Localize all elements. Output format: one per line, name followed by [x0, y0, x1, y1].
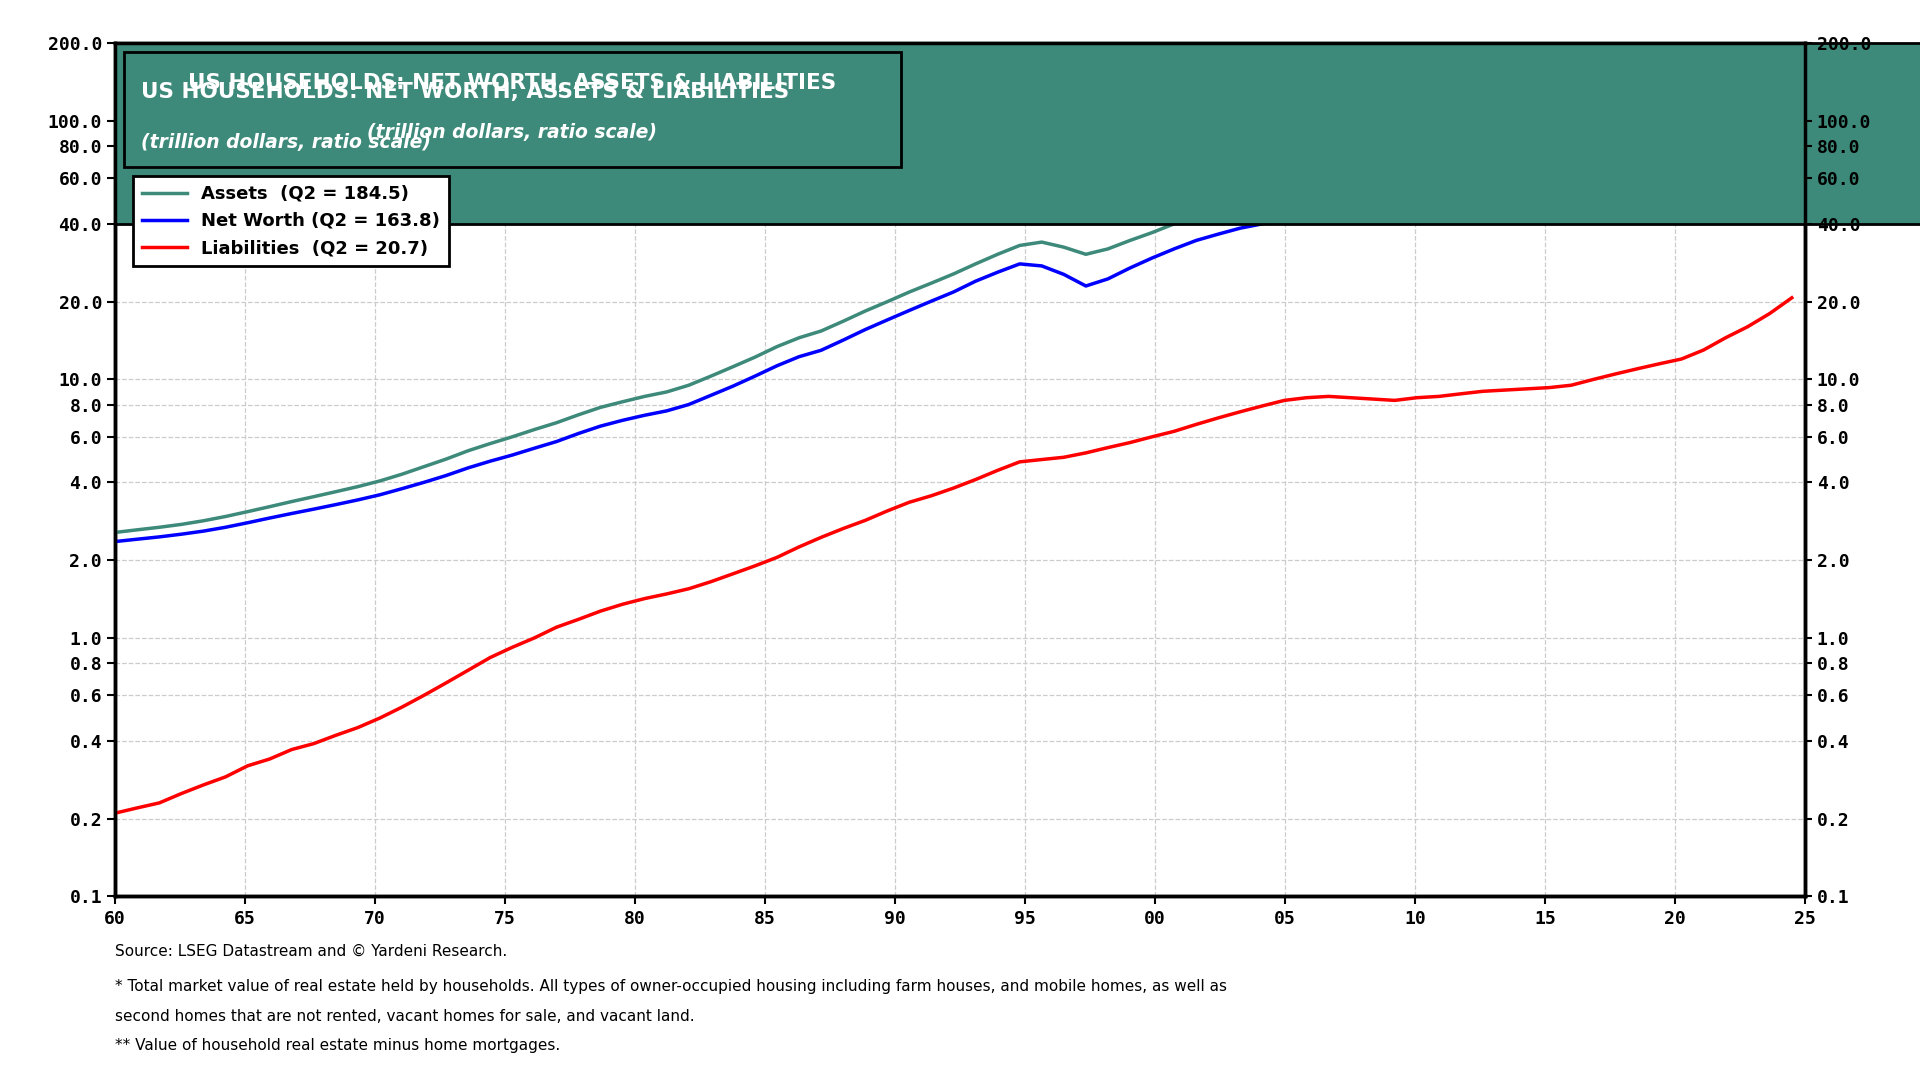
Liabilities  (Q2 = 20.7)	[434, 676, 457, 689]
Liabilities  (Q2 = 20.7)	[104, 807, 127, 820]
Assets  (Q2 = 184.5)	[434, 453, 457, 465]
Net Worth (Q2 = 163.8)	[655, 404, 678, 417]
Text: (trillion dollars, ratio scale): (trillion dollars, ratio scale)	[140, 133, 430, 152]
Line: Liabilities  (Q2 = 20.7): Liabilities (Q2 = 20.7)	[115, 298, 1791, 813]
Liabilities  (Q2 = 20.7)	[787, 540, 810, 553]
Net Worth (Q2 = 163.8)	[434, 469, 457, 482]
Text: US HOUSEHOLDS: NET WORTH, ASSETS & LIABILITIES: US HOUSEHOLDS: NET WORTH, ASSETS & LIABI…	[140, 82, 789, 102]
Liabilities  (Q2 = 20.7)	[1031, 454, 1054, 467]
Net Worth (Q2 = 163.8)	[678, 399, 701, 411]
Assets  (Q2 = 184.5)	[1780, 45, 1803, 58]
Bar	[115, 43, 1920, 224]
Liabilities  (Q2 = 20.7)	[655, 588, 678, 600]
Text: (trillion dollars, ratio scale): (trillion dollars, ratio scale)	[367, 122, 657, 141]
Assets  (Q2 = 184.5)	[655, 386, 678, 399]
Net Worth (Q2 = 163.8)	[787, 350, 810, 363]
Assets  (Q2 = 184.5)	[104, 526, 127, 539]
Liabilities  (Q2 = 20.7)	[1780, 292, 1803, 305]
Liabilities  (Q2 = 20.7)	[831, 522, 854, 535]
Net Worth (Q2 = 163.8)	[1031, 259, 1054, 272]
Legend: Assets  (Q2 = 184.5), Net Worth (Q2 = 163.8), Liabilities  (Q2 = 20.7): Assets (Q2 = 184.5), Net Worth (Q2 = 163…	[132, 176, 449, 266]
Text: Source: LSEG Datastream and © Yardeni Research.: Source: LSEG Datastream and © Yardeni Re…	[115, 944, 507, 959]
Text: US HOUSEHOLDS: NET WORTH, ASSETS & LIABILITIES: US HOUSEHOLDS: NET WORTH, ASSETS & LIABI…	[188, 73, 837, 93]
Line: Net Worth (Q2 = 163.8): Net Worth (Q2 = 163.8)	[115, 66, 1791, 541]
Text: second homes that are not rented, vacant homes for sale, and vacant land.: second homes that are not rented, vacant…	[115, 1009, 695, 1024]
Assets  (Q2 = 184.5)	[787, 332, 810, 345]
Liabilities  (Q2 = 20.7)	[678, 582, 701, 595]
Net Worth (Q2 = 163.8)	[104, 535, 127, 548]
Assets  (Q2 = 184.5)	[1031, 235, 1054, 248]
Assets  (Q2 = 184.5)	[831, 314, 854, 327]
Net Worth (Q2 = 163.8)	[831, 334, 854, 347]
Text: * Total market value of real estate held by households. All types of owner-occup: * Total market value of real estate held…	[115, 980, 1227, 995]
Net Worth (Q2 = 163.8)	[1780, 59, 1803, 72]
FancyBboxPatch shape	[123, 52, 900, 167]
Assets  (Q2 = 184.5)	[678, 379, 701, 392]
Line: Assets  (Q2 = 184.5): Assets (Q2 = 184.5)	[115, 52, 1791, 532]
Text: ** Value of household real estate minus home mortgages.: ** Value of household real estate minus …	[115, 1038, 561, 1053]
